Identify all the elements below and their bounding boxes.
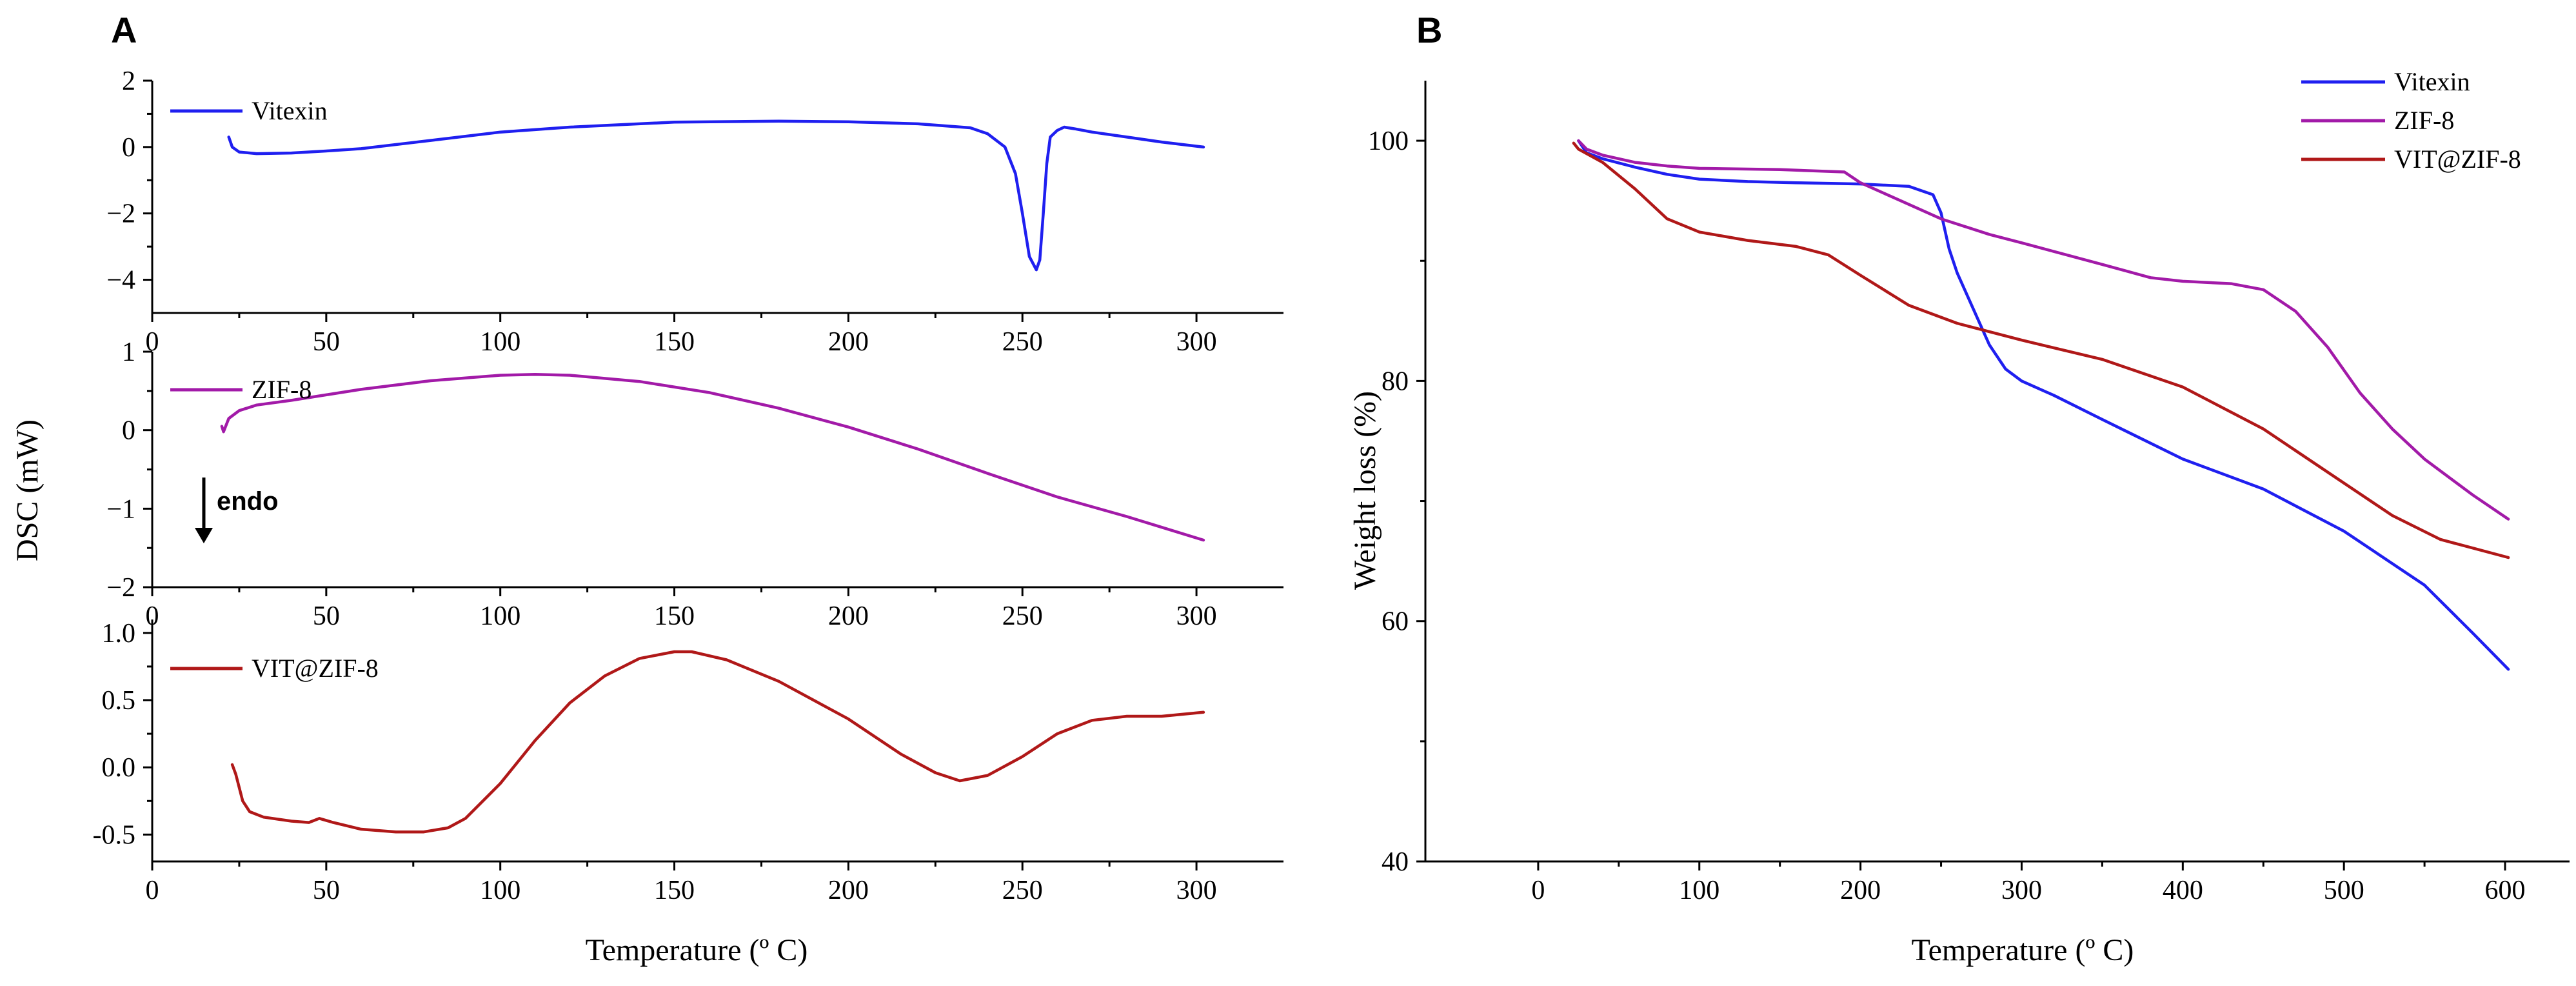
endo-label: endo	[217, 487, 279, 516]
x-tick-label: 150	[654, 876, 695, 905]
y-tick-label: 0.5	[102, 686, 136, 716]
y-tick-label: 0	[122, 133, 135, 163]
x-tick-label: 250	[1002, 327, 1043, 357]
series-line-zif-8	[220, 373, 1205, 542]
x-tick-label: 0	[146, 327, 159, 357]
x-tick-label: 200	[1840, 876, 1881, 905]
dsc-vit-zif8-panel: 0 50 100 150 200 250 300 1.0 0.5 0.0 -0.5 VIT@ZIF-8	[93, 619, 1283, 905]
x-tick-label: 0	[1531, 876, 1545, 905]
x-tick-label: 300	[2001, 876, 2042, 905]
x-tick-label: 250	[1002, 876, 1043, 905]
x-tick-label: 400	[2163, 876, 2203, 905]
x-tick-label: 100	[480, 601, 520, 631]
x-tick-label: 150	[654, 327, 695, 357]
series-line-vit-zif-8	[230, 650, 1205, 834]
x-tick-label: 300	[1176, 327, 1217, 357]
dsc-zif8-panel: 0 50 100 150 200 250 300 1 0 −1 −2 ZIF-8	[106, 337, 1283, 631]
y-tick-label: 1.0	[102, 619, 136, 649]
x-tick-label: 300	[1176, 601, 1217, 631]
y-tick-label: −1	[106, 494, 135, 524]
x-tick-label: 200	[828, 327, 869, 357]
x-tick-label: 500	[2324, 876, 2364, 905]
y-tick-label: 60	[1382, 607, 1409, 637]
x-tick-label: 150	[654, 601, 695, 631]
y-tick-label: 0	[122, 416, 135, 446]
x-tick-label: 100	[480, 327, 520, 357]
x-tick-label: 300	[1176, 876, 1217, 905]
series-line-zif-8	[1577, 139, 2510, 521]
tga-panel: 0 100 200 300 400 500 600 40 60 80 100 Vitexin ZIF-8…	[1368, 67, 2570, 905]
x-tick-label: 50	[313, 327, 340, 357]
x-tick-label: 200	[828, 601, 869, 631]
series-line-vit-zif-8	[1572, 141, 2510, 559]
y-tick-label: −4	[106, 266, 135, 296]
axis-lines	[1424, 81, 2570, 863]
x-tick-label: 600	[2485, 876, 2526, 905]
y-tick-label: 40	[1382, 847, 1409, 877]
x-tick-label: 0	[146, 876, 159, 905]
y-tick-label: 1	[122, 337, 135, 367]
y-tick-label: -0.5	[93, 820, 136, 850]
axis-lines	[151, 352, 1283, 589]
legend-label: VIT@ZIF-8	[2394, 145, 2521, 174]
dsc-vitexin-panel: 0 50 100 150 200 250 300 2 0 −2 −4 Vitexin	[106, 66, 1283, 357]
legend-label: ZIF-8	[2394, 106, 2454, 135]
series-line-vitexin	[1577, 139, 2510, 671]
x-tick-label: 200	[828, 876, 869, 905]
panel-label-b: B	[1416, 10, 1442, 50]
legend-label: ZIF-8	[252, 375, 312, 404]
x-tick-label: 0	[146, 601, 159, 631]
x-tick-label: 50	[313, 601, 340, 631]
x-tick-label: 50	[313, 876, 340, 905]
legend-label: Vitexin	[2394, 67, 2470, 96]
dsc-x-axis-label: Temperature (º C)	[586, 933, 808, 967]
y-tick-label: 0.0	[102, 753, 136, 783]
x-tick-label: 100	[1679, 876, 1719, 905]
series-line-vitexin	[227, 119, 1205, 272]
dsc-y-axis-label: DSC (mW)	[10, 419, 45, 561]
tga-x-axis-label: Temperature (º C)	[1912, 933, 2134, 967]
y-tick-label: 80	[1382, 367, 1409, 396]
legend-label: Vitexin	[252, 96, 328, 125]
y-tick-label: 100	[1368, 126, 1409, 156]
legend-label: VIT@ZIF-8	[252, 654, 379, 683]
y-tick-label: 2	[122, 66, 135, 96]
y-tick-label: −2	[106, 199, 135, 229]
x-tick-label: 100	[480, 876, 520, 905]
endo-arrow-head	[195, 528, 213, 543]
x-tick-label: 250	[1002, 601, 1043, 631]
panel-label-a: A	[111, 10, 137, 50]
tga-y-axis-label: Weight loss (%)	[1348, 391, 1382, 590]
y-tick-label: −2	[106, 573, 135, 603]
